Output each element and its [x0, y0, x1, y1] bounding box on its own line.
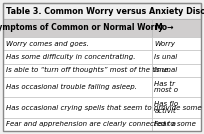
Text: Has some difficulty in concentrating.: Has some difficulty in concentrating.	[6, 54, 135, 60]
Bar	[3, 3, 201, 19]
Text: Worry: Worry	[154, 41, 175, 47]
Bar	[153, 50, 201, 64]
Text: Symptoms of Common or Normal Worry: Symptoms of Common or Normal Worry	[0, 23, 163, 33]
Text: Is unal: Is unal	[154, 67, 178, 73]
Bar	[153, 77, 201, 97]
Bar	[3, 97, 153, 118]
Text: Mo→: Mo→	[154, 23, 174, 33]
Text: Has tr: Has tr	[154, 81, 175, 87]
Text: Is able to “turn off thoughts” most of the time.: Is able to “turn off thoughts” most of t…	[6, 67, 170, 73]
Text: Worry comes and goes.: Worry comes and goes.	[6, 41, 89, 47]
Text: Fear and apprehension are clearly connected to some: Fear and apprehension are clearly connec…	[6, 121, 196, 127]
Bar	[3, 64, 153, 77]
Bar	[3, 37, 153, 50]
Text: activit: activit	[154, 108, 176, 114]
Text: Has flo: Has flo	[154, 101, 179, 107]
Bar	[153, 19, 201, 37]
Text: Has occasional trouble falling asleep.: Has occasional trouble falling asleep.	[6, 84, 137, 90]
Bar	[3, 77, 153, 97]
Text: most o: most o	[154, 87, 178, 93]
Bar	[153, 97, 201, 118]
Text: Is unal: Is unal	[154, 54, 178, 60]
Bar	[153, 64, 201, 77]
Bar	[3, 50, 153, 64]
Bar	[153, 118, 201, 131]
Text: Table 3. Common Worry versus Anxiety Disordersᵃ: Table 3. Common Worry versus Anxiety Dis…	[6, 7, 204, 16]
Text: Fear a: Fear a	[154, 121, 176, 127]
Bar	[3, 19, 153, 37]
Bar	[3, 118, 153, 131]
Bar	[153, 37, 201, 50]
Text: Has occasional crying spells that seem to provide some relief.: Has occasional crying spells that seem t…	[6, 104, 204, 111]
